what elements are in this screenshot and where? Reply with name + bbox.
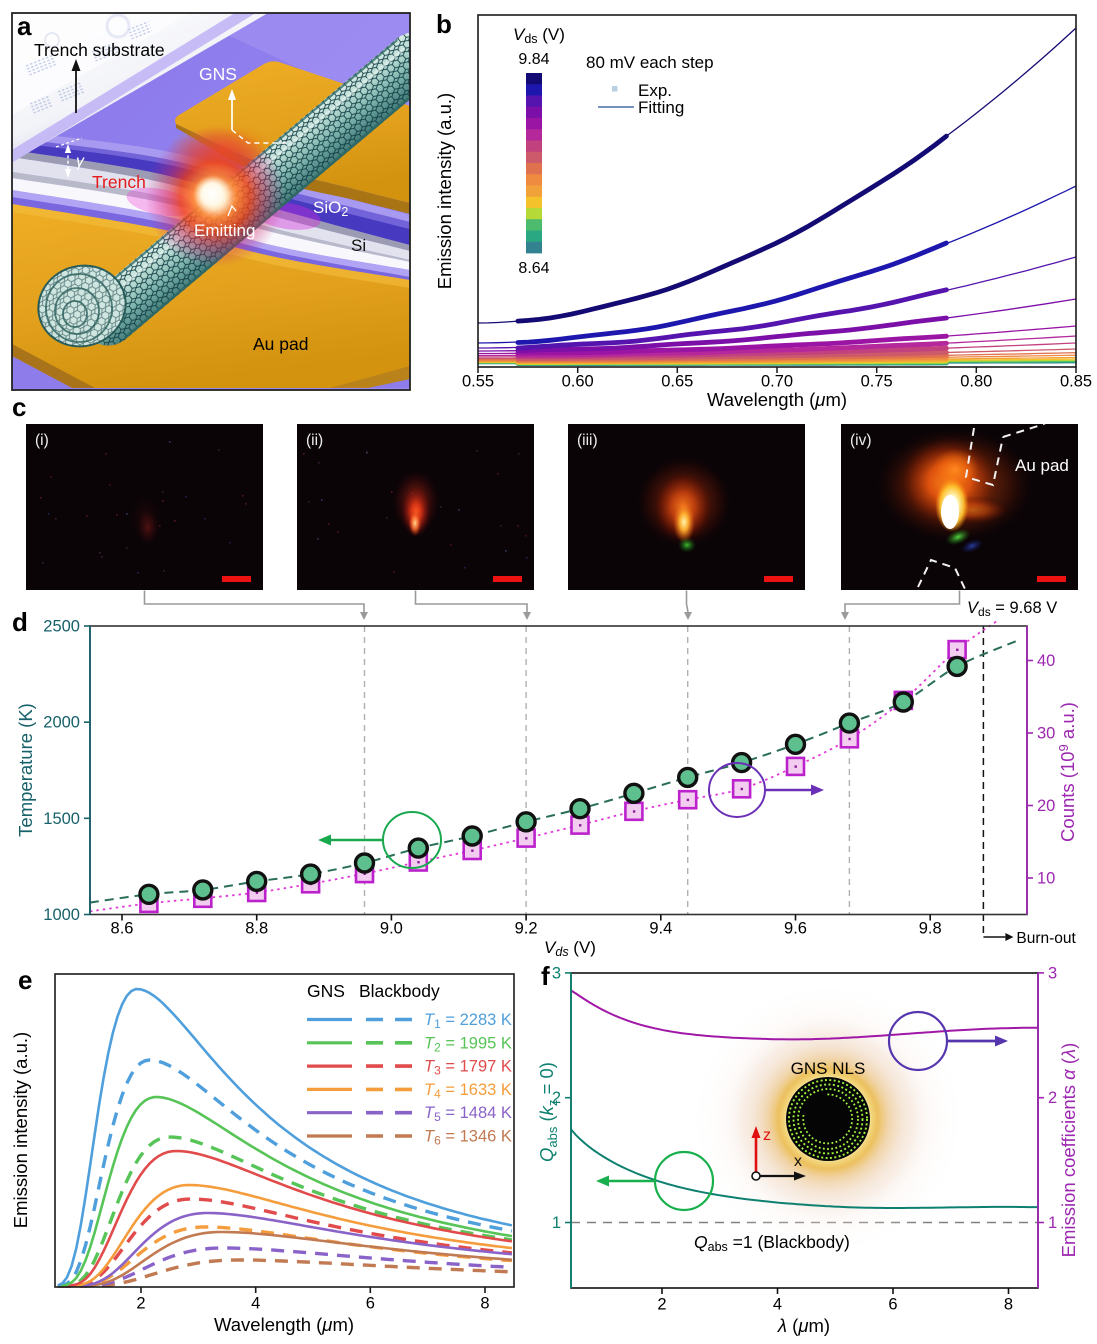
svg-text:Qabs (kz = 0): Qabs (kz = 0): [536, 1062, 560, 1162]
svg-text:80 mV each step: 80 mV each step: [586, 53, 714, 72]
svg-text:T2 = 1995 K: T2 = 1995 K: [424, 1034, 512, 1054]
svg-text:3: 3: [1048, 964, 1057, 982]
svg-text:2: 2: [657, 1296, 666, 1314]
svg-text:Trench substrate: Trench substrate: [34, 40, 165, 60]
svg-text:Fitting: Fitting: [638, 98, 684, 117]
svg-text:9.2: 9.2: [515, 920, 538, 938]
svg-text:T6 = 1346 K: T6 = 1346 K: [424, 1128, 512, 1148]
svg-text:Emission intensity (a.u.): Emission intensity (a.u.): [434, 93, 455, 289]
svg-text:(iv): (iv): [850, 432, 872, 449]
svg-text:Blackbody: Blackbody: [359, 981, 440, 1001]
svg-text:Vds (V): Vds (V): [513, 25, 565, 46]
svg-text:Temperature (K): Temperature (K): [15, 703, 36, 837]
svg-text:2: 2: [1048, 1089, 1057, 1107]
svg-text:8: 8: [480, 1295, 489, 1313]
svg-text:10: 10: [1037, 870, 1055, 888]
svg-text:8.64: 8.64: [518, 260, 549, 277]
svg-text:6: 6: [366, 1295, 375, 1313]
svg-text:0.60: 0.60: [562, 373, 594, 391]
svg-text:z: z: [763, 1127, 771, 1144]
svg-text:Wavelength (μm): Wavelength (μm): [214, 1314, 354, 1335]
svg-text:Si: Si: [351, 236, 366, 255]
svg-text:0.65: 0.65: [661, 373, 693, 391]
svg-text:d: d: [12, 607, 28, 637]
svg-text:Emission coefficients α (λ): Emission coefficients α (λ): [1058, 1043, 1079, 1258]
svg-text:λ (μm): λ (μm): [777, 1315, 830, 1336]
svg-text:9.4: 9.4: [649, 920, 672, 938]
svg-text:Qabs =1 (Blackbody): Qabs =1 (Blackbody): [694, 1232, 850, 1254]
svg-text:1: 1: [552, 1214, 561, 1232]
svg-text:2500: 2500: [43, 618, 80, 636]
svg-text:0.70: 0.70: [761, 373, 793, 391]
svg-text:a: a: [17, 11, 32, 41]
svg-text:GNS NLS: GNS NLS: [791, 1059, 866, 1078]
svg-text:e: e: [18, 965, 32, 995]
svg-text:0.85: 0.85: [1060, 373, 1092, 391]
svg-text:Burn-out: Burn-out: [1016, 930, 1076, 947]
svg-text:(i): (i): [35, 432, 49, 449]
svg-text:8: 8: [1004, 1296, 1013, 1314]
svg-text:Emission intensity (a.u.): Emission intensity (a.u.): [10, 1032, 31, 1228]
svg-text:T4 = 1633 K: T4 = 1633 K: [424, 1081, 512, 1101]
svg-text:0.75: 0.75: [861, 373, 893, 391]
svg-text:f: f: [541, 961, 550, 991]
svg-text:40: 40: [1037, 652, 1055, 670]
svg-text:Exp.: Exp.: [638, 81, 672, 100]
svg-text:Emitting: Emitting: [194, 221, 255, 240]
svg-text:2: 2: [136, 1295, 145, 1313]
svg-text:0.80: 0.80: [960, 373, 992, 391]
svg-text:4: 4: [251, 1295, 260, 1313]
svg-text:3: 3: [552, 964, 561, 982]
svg-text:8.8: 8.8: [245, 920, 268, 938]
svg-text:8.6: 8.6: [111, 920, 134, 938]
svg-text:T3 = 1797 K: T3 = 1797 K: [424, 1058, 512, 1078]
svg-text:Trench: Trench: [92, 172, 146, 192]
svg-text:2: 2: [552, 1089, 561, 1107]
svg-text:9.6: 9.6: [784, 920, 807, 938]
svg-text:Au pad: Au pad: [1015, 456, 1069, 475]
svg-text:(iii): (iii): [577, 432, 598, 449]
svg-text:1000: 1000: [43, 906, 80, 924]
svg-text:6: 6: [888, 1296, 897, 1314]
svg-text:GNS: GNS: [307, 981, 345, 1001]
svg-text:9.0: 9.0: [380, 920, 403, 938]
svg-text:30: 30: [1037, 725, 1055, 743]
svg-text:GNS: GNS: [199, 64, 237, 84]
svg-text:Vds (V): Vds (V): [544, 938, 596, 959]
svg-text:9.84: 9.84: [518, 51, 549, 68]
svg-text:20: 20: [1037, 797, 1055, 815]
svg-text:b: b: [436, 9, 452, 39]
svg-text:9.8: 9.8: [919, 920, 942, 938]
svg-text:1: 1: [1048, 1214, 1057, 1232]
svg-text:0.55: 0.55: [462, 373, 494, 391]
svg-text:T1 = 2283 K: T1 = 2283 K: [424, 1011, 512, 1031]
svg-text:1500: 1500: [43, 810, 80, 828]
svg-text:Vds = 9.68 V: Vds = 9.68 V: [967, 599, 1057, 619]
svg-text:SiO2: SiO2: [313, 198, 348, 219]
svg-text:2000: 2000: [43, 714, 80, 732]
svg-text:T5 = 1484 K: T5 = 1484 K: [424, 1104, 512, 1124]
svg-text:γ: γ: [76, 153, 85, 170]
svg-text:Counts (109 a.u.): Counts (109 a.u.): [1056, 702, 1078, 842]
svg-text:(ii): (ii): [306, 432, 323, 449]
svg-text:Wavelength (μm): Wavelength (μm): [707, 389, 847, 410]
svg-text:Au pad: Au pad: [253, 334, 308, 354]
svg-text:c: c: [12, 392, 26, 422]
svg-text:x: x: [794, 1153, 802, 1170]
svg-text:4: 4: [773, 1296, 782, 1314]
